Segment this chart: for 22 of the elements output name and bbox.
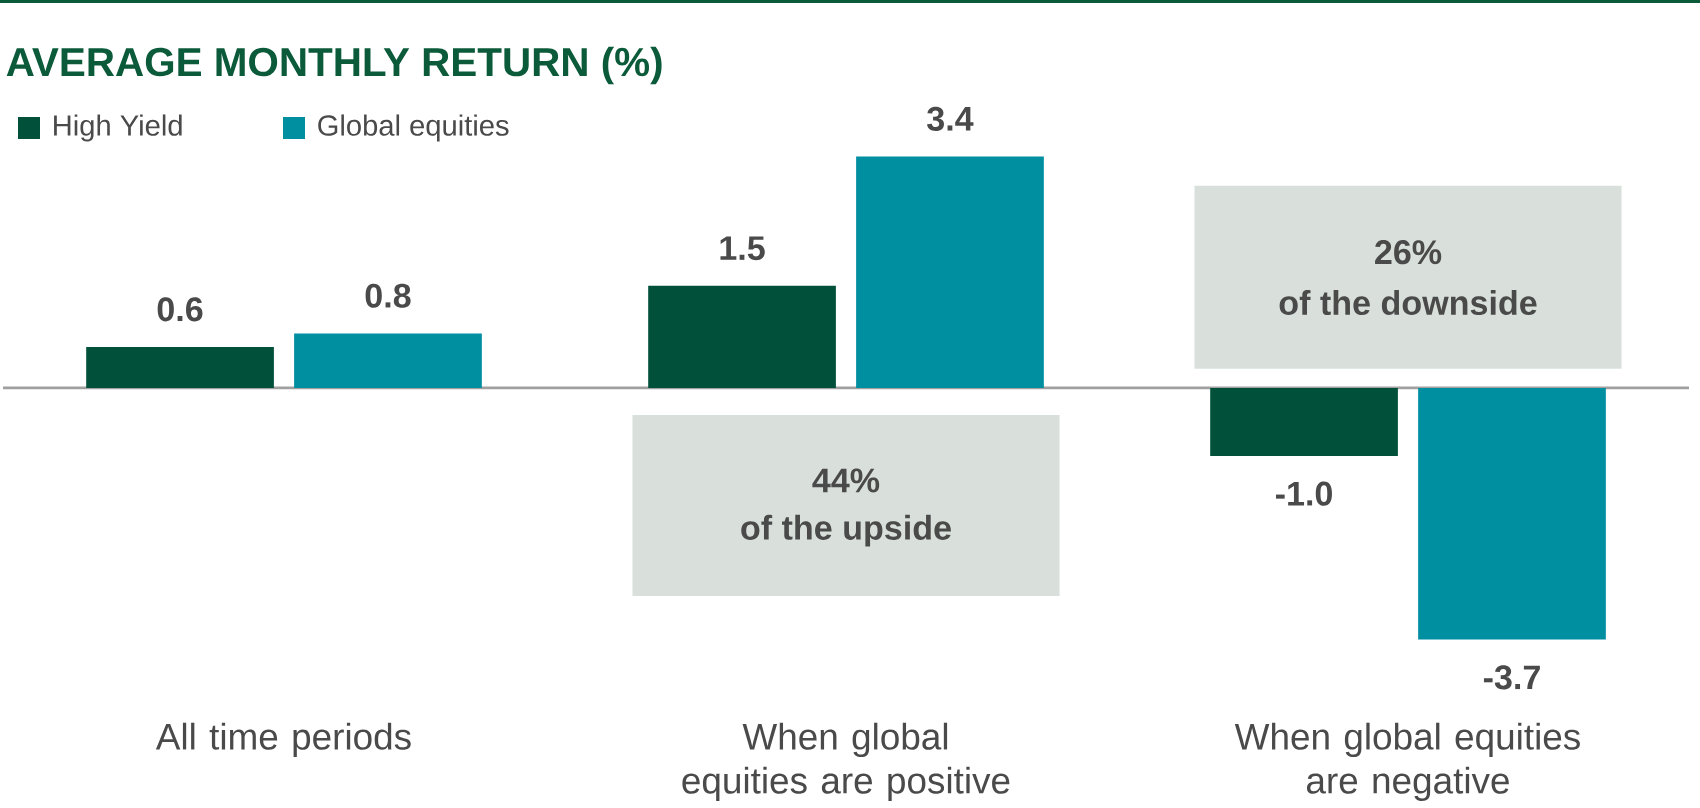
data-label: -1.0 [1275, 481, 1332, 506]
data-label: 3.4 [927, 106, 974, 131]
annotation: 26% [1375, 240, 1442, 265]
x-tick-label: All time periods [155, 722, 411, 758]
bar [294, 333, 482, 388]
annotation: of the upside [741, 514, 951, 547]
annotation: of the downside [1279, 290, 1537, 316]
bar [1210, 387, 1398, 456]
bar [856, 156, 1044, 388]
data-label: 1.5 [720, 236, 765, 261]
legend-label: Global equities [318, 114, 509, 142]
data-label: -3.7 [1483, 665, 1540, 690]
annotation: 44% [812, 468, 880, 493]
legend-label: High Yield [54, 114, 182, 142]
bar [86, 347, 274, 388]
data-label: 0.8 [365, 283, 411, 308]
bar [1418, 387, 1606, 640]
x-tick-label: When global equities are positive [682, 722, 1010, 802]
chart-title: AVERAGE MONTHLY RETURN (%) [6, 46, 662, 85]
bar [648, 285, 836, 388]
x-tick-label: When global equities are negative [1234, 722, 1580, 802]
data-label: 0.6 [157, 297, 203, 322]
